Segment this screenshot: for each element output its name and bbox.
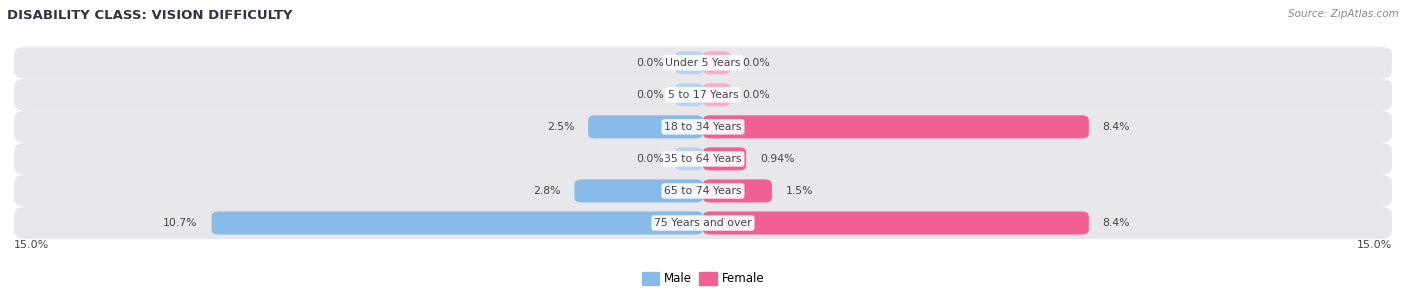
FancyBboxPatch shape [703,115,1088,138]
FancyBboxPatch shape [14,143,1392,175]
FancyBboxPatch shape [675,83,703,106]
Text: 2.8%: 2.8% [533,186,561,196]
Legend: Male, Female: Male, Female [637,268,769,290]
FancyBboxPatch shape [675,147,703,171]
FancyBboxPatch shape [14,207,1392,239]
Text: 8.4%: 8.4% [1102,122,1130,132]
Text: 18 to 34 Years: 18 to 34 Years [664,122,742,132]
Text: 0.0%: 0.0% [742,90,770,100]
FancyBboxPatch shape [703,83,731,106]
FancyBboxPatch shape [703,179,772,202]
FancyBboxPatch shape [703,212,1088,235]
FancyBboxPatch shape [703,147,747,171]
Text: 2.5%: 2.5% [547,122,575,132]
Text: 35 to 64 Years: 35 to 64 Years [664,154,742,164]
Text: DISABILITY CLASS: VISION DIFFICULTY: DISABILITY CLASS: VISION DIFFICULTY [7,9,292,22]
Text: 0.0%: 0.0% [636,154,664,164]
FancyBboxPatch shape [14,175,1392,207]
Text: 1.5%: 1.5% [786,186,813,196]
Text: 0.0%: 0.0% [636,90,664,100]
FancyBboxPatch shape [14,47,1392,79]
FancyBboxPatch shape [211,212,703,235]
Text: Source: ZipAtlas.com: Source: ZipAtlas.com [1288,9,1399,19]
Text: 15.0%: 15.0% [14,240,49,250]
FancyBboxPatch shape [675,51,703,74]
FancyBboxPatch shape [14,111,1392,143]
Text: 8.4%: 8.4% [1102,218,1130,228]
Text: 65 to 74 Years: 65 to 74 Years [664,186,742,196]
FancyBboxPatch shape [703,51,731,74]
Text: 10.7%: 10.7% [163,218,198,228]
Text: 0.0%: 0.0% [742,58,770,68]
Text: 0.94%: 0.94% [761,154,794,164]
Text: 0.0%: 0.0% [636,58,664,68]
Text: 15.0%: 15.0% [1357,240,1392,250]
FancyBboxPatch shape [575,179,703,202]
Text: Under 5 Years: Under 5 Years [665,58,741,68]
FancyBboxPatch shape [14,79,1392,111]
Text: 5 to 17 Years: 5 to 17 Years [668,90,738,100]
Text: 75 Years and over: 75 Years and over [654,218,752,228]
FancyBboxPatch shape [588,115,703,138]
